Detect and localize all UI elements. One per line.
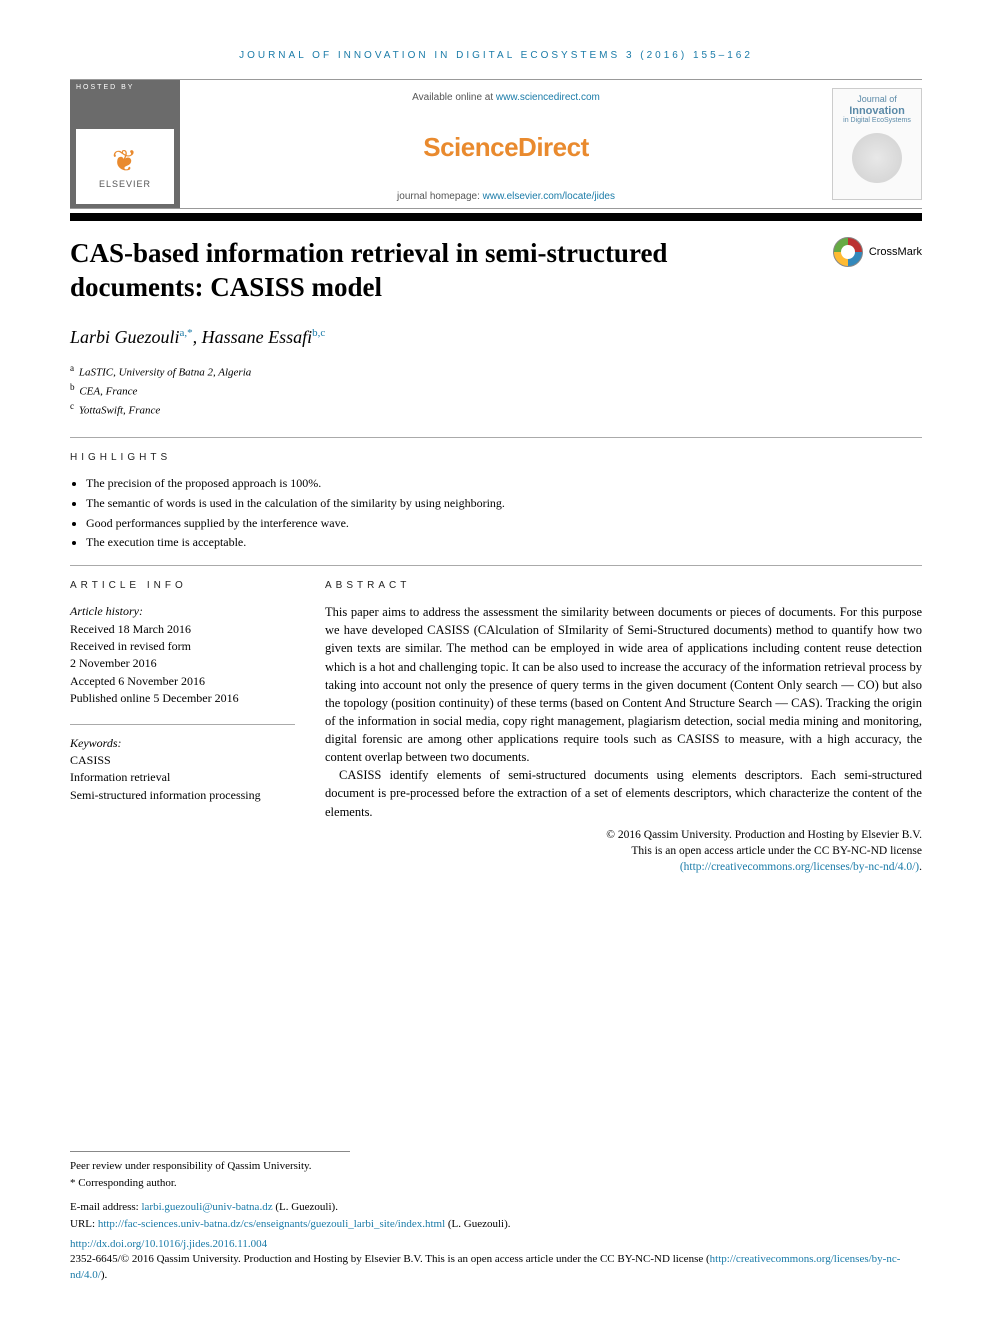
journal-pages: 155–162	[693, 50, 753, 61]
highlight-item: The execution time is acceptable.	[86, 534, 922, 551]
paper-title: CAS-based information retrieval in semi-…	[70, 237, 720, 305]
cover-title: Journal of Innovation in Digital EcoSyst…	[843, 95, 911, 125]
crossmark-icon	[833, 237, 863, 267]
author: Hassane Essafib,c	[202, 327, 326, 347]
license-link[interactable]: (http://creativecommons.org/licenses/by-…	[680, 861, 919, 873]
sciencedirect-link[interactable]: www.sciencedirect.com	[496, 92, 600, 103]
history-line: Received in revised form	[70, 638, 295, 655]
keyword: Information retrieval	[70, 769, 295, 786]
article-history: Article history: Received 18 March 2016 …	[70, 603, 295, 707]
article-info-label: ARTICLE INFO	[70, 580, 295, 591]
crossmark-label: CrossMark	[869, 246, 922, 258]
journal-homepage-link[interactable]: www.elsevier.com/locate/jides	[483, 191, 615, 202]
homepage-line: journal homepage: www.elsevier.com/locat…	[190, 191, 822, 202]
abstract-paragraph: CASISS identify elements of semi-structu…	[325, 766, 922, 820]
sciencedirect-logo: ScienceDirect	[190, 132, 822, 163]
rule	[70, 437, 922, 438]
url-line: URL: http://fac-sciences.univ-batna.dz/c…	[70, 1216, 922, 1233]
keyword: Semi-structured information processing	[70, 787, 295, 804]
affiliations: a LaSTIC, University of Batna 2, Algeria…	[70, 362, 922, 419]
affiliation: b CEA, France	[70, 381, 922, 400]
keyword: CASISS	[70, 752, 295, 769]
cover-graphic-icon	[852, 133, 902, 183]
history-line: Received 18 March 2016	[70, 621, 295, 638]
keywords-block: Keywords: CASISS Information retrieval S…	[70, 735, 295, 805]
affiliation: c YottaSwift, France	[70, 400, 922, 419]
journal-name: JOURNAL OF INNOVATION IN DIGITAL ECOSYST…	[239, 50, 620, 61]
hosted-by-box: HOSTED BY ❦ ELSEVIER	[70, 80, 180, 208]
homepage-prefix: journal homepage:	[397, 191, 483, 202]
abstract-label: ABSTRACT	[325, 580, 922, 591]
highlights-list: The precision of the proposed approach i…	[70, 475, 922, 551]
peer-review-note: Peer review under responsibility of Qass…	[70, 1158, 350, 1175]
article-info-column: ARTICLE INFO Article history: Received 1…	[70, 580, 295, 875]
copyright-block: © 2016 Qassim University. Production and…	[325, 827, 922, 875]
affiliation: a LaSTIC, University of Batna 2, Algeria	[70, 362, 922, 381]
email-line: E-mail address: larbi.guezouli@univ-batn…	[70, 1199, 922, 1216]
elsevier-logo: ❦ ELSEVIER	[76, 129, 174, 204]
footnotes-contact: E-mail address: larbi.guezouli@univ-batn…	[70, 1199, 922, 1232]
rule	[70, 724, 295, 725]
copyright-line: This is an open access article under the…	[325, 843, 922, 859]
history-line: Published online 5 December 2016	[70, 690, 295, 707]
license-footer: 2352-6645/© 2016 Qassim University. Prod…	[70, 1252, 922, 1283]
highlight-item: The semantic of words is used in the cal…	[86, 495, 922, 512]
publisher-banner: HOSTED BY ❦ ELSEVIER Available online at…	[70, 79, 922, 209]
history-label: Article history:	[70, 603, 295, 620]
doi-line: http://dx.doi.org/10.1016/j.jides.2016.1…	[70, 1238, 922, 1250]
author-marks: b,c	[312, 327, 325, 339]
highlights-label: HIGHLIGHTS	[70, 452, 922, 463]
highlight-item: The precision of the proposed approach i…	[86, 475, 922, 492]
history-line: 2 November 2016	[70, 655, 295, 672]
author: Larbi Guezoulia,*	[70, 327, 193, 347]
journal-cover-thumbnail: Journal of Innovation in Digital EcoSyst…	[832, 88, 922, 200]
abstract-paragraph: This paper aims to address the assessmen…	[325, 603, 922, 766]
journal-reference: JOURNAL OF INNOVATION IN DIGITAL ECOSYST…	[70, 50, 922, 61]
abstract-text: This paper aims to address the assessmen…	[325, 603, 922, 821]
author-email-link[interactable]: larbi.guezouli@univ-batna.dz	[141, 1201, 272, 1213]
journal-year: (2016)	[640, 50, 687, 61]
footnotes-short: Peer review under responsibility of Qass…	[70, 1151, 350, 1191]
keywords-label: Keywords:	[70, 735, 295, 752]
elsevier-text: ELSEVIER	[99, 179, 151, 189]
elsevier-tree-icon: ❦	[112, 144, 138, 179]
banner-center: Available online at www.sciencedirect.co…	[180, 80, 832, 208]
abstract-column: ABSTRACT This paper aims to address the …	[325, 580, 922, 875]
rule	[70, 565, 922, 566]
author-marks: a,*	[180, 327, 193, 339]
available-online-line: Available online at www.sciencedirect.co…	[190, 92, 822, 103]
doi-link[interactable]: http://dx.doi.org/10.1016/j.jides.2016.1…	[70, 1238, 267, 1250]
page-footer: Peer review under responsibility of Qass…	[70, 1151, 922, 1283]
journal-volume: 3	[626, 50, 635, 61]
hosted-by-label: HOSTED BY	[76, 84, 174, 91]
crossmark-badge[interactable]: CrossMark	[833, 237, 922, 267]
corresponding-author-note: * Corresponding author.	[70, 1175, 350, 1192]
divider-bar	[70, 213, 922, 221]
author-url-link[interactable]: http://fac-sciences.univ-batna.dz/cs/ens…	[98, 1218, 445, 1230]
history-line: Accepted 6 November 2016	[70, 673, 295, 690]
available-prefix: Available online at	[412, 92, 496, 103]
highlight-item: Good performances supplied by the interf…	[86, 515, 922, 532]
copyright-line: © 2016 Qassim University. Production and…	[325, 827, 922, 843]
authors-line: Larbi Guezoulia,*, Hassane Essafib,c	[70, 327, 922, 348]
